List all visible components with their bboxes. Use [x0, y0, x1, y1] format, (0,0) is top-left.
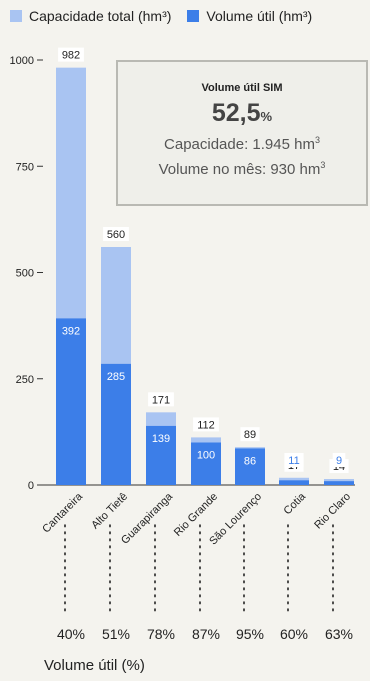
legend-swatch-total [10, 10, 22, 22]
useful-value-label-3: 100 [197, 450, 215, 462]
summary-volume-sup: 3 [320, 160, 326, 170]
summary-volume-text: Volume no mês: 930 hm [158, 161, 321, 178]
y-tick-label-0: 0 [28, 480, 34, 492]
useful-value-label-0: 392 [62, 325, 80, 337]
y-tick-label-1: 250 [16, 374, 34, 386]
percent-caption: Volume útil (%) [44, 657, 145, 674]
x-tick-label-3: Rio Grande [172, 491, 220, 539]
percent-label-4: 95% [235, 626, 265, 642]
percent-label-1: 51% [101, 626, 131, 642]
total-value-label-1: 560 [107, 229, 125, 241]
bar-useful-1 [101, 363, 131, 485]
summary-value-unit: % [260, 109, 273, 124]
total-value-label-4: 89 [244, 429, 256, 441]
percent-label-3: 87% [191, 626, 221, 642]
total-label-bg-1 [103, 227, 129, 241]
summary-capacity-sup: 3 [314, 135, 320, 145]
percent-label-2: 78% [146, 626, 176, 642]
y-tick-label-3: 750 [16, 161, 34, 173]
legend-swatch-useful [187, 10, 200, 22]
useful-value-label-1: 285 [107, 371, 125, 383]
total-label-bg-2 [148, 392, 174, 407]
x-tick-label-5: Cotia [281, 490, 308, 517]
y-tick-label-4: 1000 [10, 55, 34, 67]
legend-item-useful: Volume útil (hm³) [187, 8, 312, 24]
total-label-bg-3 [193, 417, 219, 432]
legend-item-total: Capacidade total (hm³) [10, 8, 171, 24]
summary-box: Volume útil SIM 52,5% Capacidade: 1.945 … [116, 60, 368, 206]
useful-value-label-4: 86 [244, 455, 256, 467]
total-value-label-0: 982 [62, 50, 80, 62]
legend-label-useful: Volume útil (hm³) [206, 8, 313, 24]
summary-capacity: Capacidade: 1.945 hm3 [118, 135, 366, 153]
y-tick-label-2: 500 [16, 268, 34, 280]
percent-label-0: 40% [56, 626, 86, 642]
summary-volume: Volume no mês: 930 hm3 [118, 160, 366, 178]
summary-value-number: 52,5 [211, 99, 261, 127]
bar-useful-3 [191, 442, 221, 485]
percent-label-6: 63% [324, 626, 354, 642]
bar-useful-6 [324, 481, 354, 485]
useful-value-label-6: 9 [336, 455, 342, 467]
summary-title: Volume útil SIM [201, 82, 283, 94]
total-value-label-2: 171 [152, 394, 170, 406]
total-value-label-3: 112 [197, 419, 215, 431]
bar-useful-0 [56, 318, 86, 485]
total-label-bg-4 [240, 427, 260, 442]
bar-useful-5 [279, 480, 309, 485]
useful-value-label-5: 11 [288, 455, 299, 467]
useful-label-bg-5 [284, 453, 304, 467]
x-tick-label-0: Cantareira [40, 490, 85, 535]
percent-label-5: 60% [279, 626, 309, 642]
summary-capacity-text: Capacidade: 1.945 hm [164, 136, 315, 153]
useful-value-label-2: 139 [152, 433, 170, 445]
legend: Capacidade total (hm³) Volume útil (hm³) [10, 8, 328, 24]
dotted-leaders [64, 524, 334, 613]
legend-label-total: Capacidade total (hm³) [29, 8, 172, 24]
bar-useful-2 [146, 425, 176, 485]
bar-useful-4 [235, 448, 265, 485]
value-labels: 98239256028517113911210089861711149 [58, 47, 349, 474]
summary-value: 52,5% [118, 99, 366, 128]
total-label-bg-0 [58, 47, 84, 62]
useful-label-bg-6 [332, 453, 346, 467]
bars [56, 67, 354, 486]
percent-row: 40% 51% 78% 87% 95% 60% 63% [0, 626, 370, 646]
